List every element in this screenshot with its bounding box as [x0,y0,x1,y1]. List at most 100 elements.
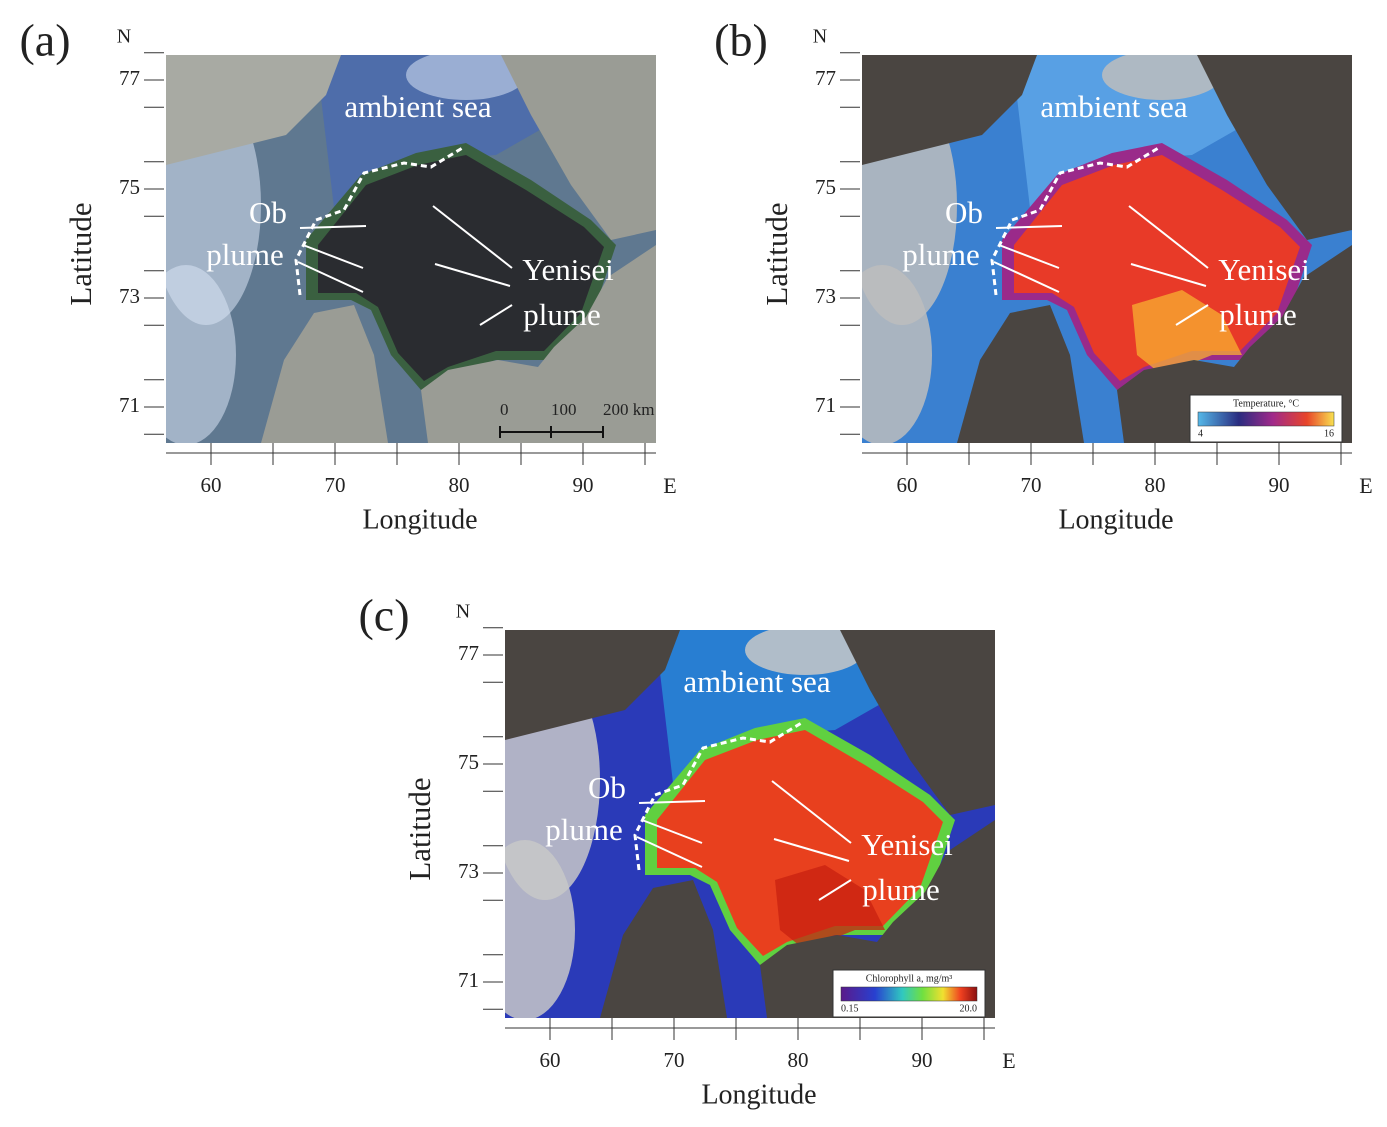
leader-line [771,780,852,844]
land-yamal [600,880,727,1018]
leader-line [302,244,364,269]
land-gydan [421,245,656,443]
annotation: plume [545,812,623,847]
plume-boundary [990,145,1161,296]
y-axis-label: Latitude [63,202,98,305]
colorbar: Temperature, °C 4 16 [1189,394,1343,443]
cloud [166,265,236,443]
map: ambient sea Ob plume Yenisei plume Temperatur… [862,55,1352,443]
ambient-sea [655,630,925,800]
annotation: Yenisei [1218,252,1310,287]
north-label: N [456,601,470,623]
annotation: Ob [945,195,983,230]
lat-tick-label: 77 [119,66,140,90]
leader-line [1175,304,1209,326]
plume [318,155,604,381]
panel-label: (c) [358,590,409,641]
scale-label: 100 [551,400,577,419]
lon-tick-label: 80 [449,473,470,497]
map: ambient sea Ob plume Yenisei plume Chlorophyl… [505,630,995,1018]
lat-tick-label: 73 [815,284,836,308]
lon-tick-label: 90 [1269,473,1290,497]
leader-line [818,879,852,901]
novaya-zemlya [166,55,341,165]
leader-line [773,838,850,862]
east-label: E [1002,1048,1015,1073]
plume-core [775,865,885,950]
panel: (b) N E Latitude Longitude ambient sea Ob plume… [714,15,1373,536]
lon-tick-label: 60 [540,1048,561,1072]
leader-line [636,836,703,868]
x-axis-label: Longitude [1058,504,1173,535]
land-taymyr [501,55,656,240]
cloud [862,265,932,443]
plume [1014,155,1300,381]
annotation: ambient sea [344,89,491,124]
annotation: plume [862,872,940,907]
colorbar: Chlorophyll a, mg/m³ 0.15 20.0 [832,969,986,1018]
plume-boundary [294,145,465,296]
lon-tick-label: 70 [664,1048,685,1072]
annotation: plume [523,297,601,332]
lat-tick-label: 71 [119,393,140,417]
colorbar-title: Temperature, °C [1233,398,1299,409]
lat-tick-label: 77 [815,66,836,90]
cloud [406,55,526,100]
plume-core [1132,290,1242,375]
leader-line [432,205,513,269]
land-taymyr [1197,55,1352,240]
leader-line [993,261,1060,293]
colorbar-min: 0.15 [841,1003,859,1014]
land-taymyr [840,630,995,815]
leader-line [479,304,513,326]
leader-line [995,225,1063,229]
scale-label: 200 km [603,400,654,419]
lon-tick-label: 60 [201,473,222,497]
panel: (a) N E Latitude Longitude ambient sea Ob plume… [19,15,676,536]
land-yamal [261,305,388,443]
novaya-zemlya [505,630,680,740]
cloud [505,840,575,1018]
colorbar-gradient [840,986,978,1002]
panel: (c) N E Latitude Longitude ambient sea Ob plume… [358,590,1015,1111]
leader-line [1128,205,1209,269]
land-gydan [1117,245,1352,443]
axes: 77 75 73 71 60 70 80 90 [815,52,1352,497]
lon-tick-label: 90 [912,1048,933,1072]
leader-line [638,800,706,804]
annotation: plume [902,237,980,272]
lon-tick-label: 60 [897,473,918,497]
lat-tick-label: 77 [458,641,479,665]
lat-tick-label: 71 [458,968,479,992]
y-axis-label: Latitude [402,777,437,880]
lat-tick-label: 73 [119,284,140,308]
leader-line [1130,263,1207,287]
colorbar-gradient [1197,411,1335,427]
lat-tick-label: 75 [815,175,836,199]
annotation: ambient sea [683,664,830,699]
lat-tick-label: 75 [458,750,479,774]
east-label: E [663,473,676,498]
map: ambient sea Ob plume Yenisei plume 0 100 200 km [166,55,656,443]
lon-tick-label: 70 [1021,473,1042,497]
plume [657,730,943,956]
land-yamal [957,305,1084,443]
x-axis-label: Longitude [362,504,477,535]
lat-tick-label: 73 [458,859,479,883]
plume-boundary [633,720,804,871]
leader-line [998,244,1060,269]
cloud [745,630,865,675]
ambient-sea [1012,55,1282,225]
leader-line [434,263,511,287]
land-gydan [760,820,995,1018]
panel-label: (b) [714,15,768,66]
x-axis-label: Longitude [701,1079,816,1110]
annotation: Ob [588,770,626,805]
annotation: Yenisei [861,827,953,862]
annotation: Yenisei [522,252,614,287]
lon-tick-label: 80 [788,1048,809,1072]
scale-label: 0 [500,400,509,419]
annotation: plume [1219,297,1297,332]
colorbar-title: Chlorophyll a, mg/m³ [866,973,953,984]
